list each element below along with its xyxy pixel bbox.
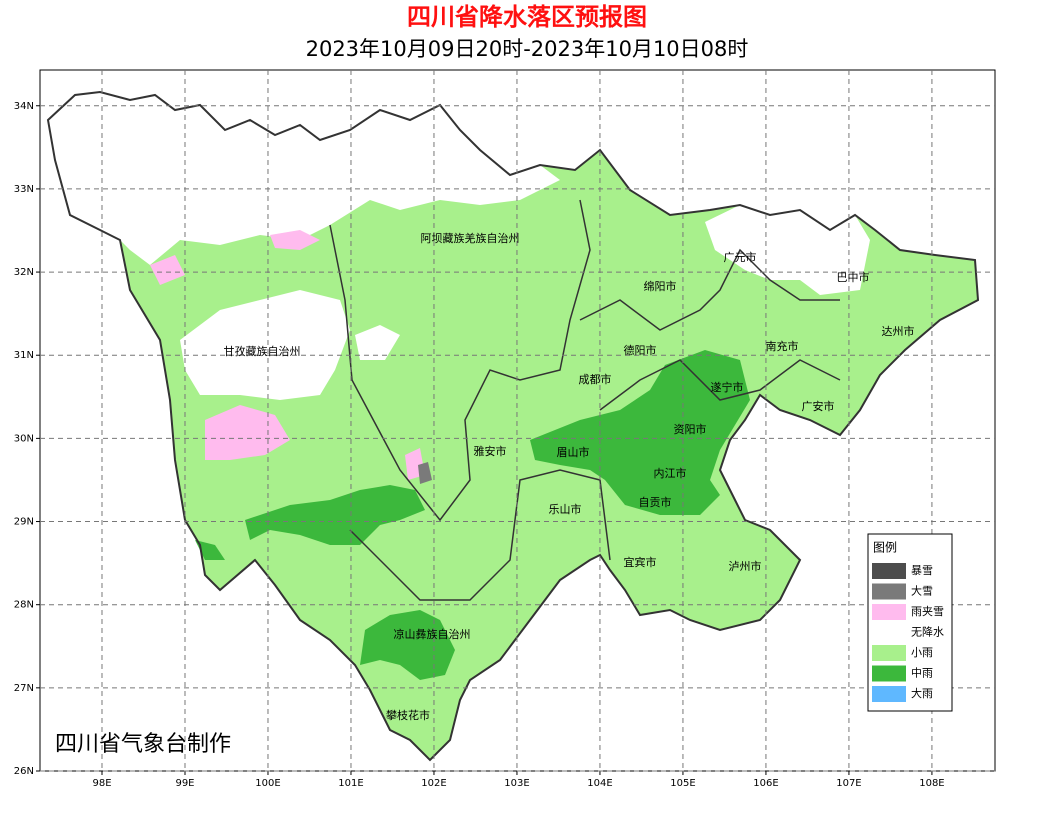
heavy-snow-area <box>418 462 432 484</box>
credit: 四川省气象台制作 <box>55 732 231 757</box>
region-label: 自贡市 <box>639 495 672 509</box>
no-rain-area <box>180 290 350 400</box>
region-label: 德阳市 <box>624 343 657 357</box>
region-label: 甘孜藏族自治州 <box>224 344 301 358</box>
moderate-rain-area <box>530 350 750 515</box>
no-rain-area <box>48 92 560 265</box>
region-label: 资阳市 <box>674 422 707 436</box>
x-tick-label: 102E <box>421 778 446 789</box>
no-rain-area <box>705 205 870 295</box>
legend-swatch <box>872 665 906 682</box>
no-rain-area <box>355 325 400 360</box>
y-tick-label: 28N <box>14 600 34 611</box>
legend-swatch <box>872 686 906 702</box>
moderate-rain-area <box>360 610 455 680</box>
x-tick-label: 98E <box>92 778 111 789</box>
legend-swatch <box>872 563 906 579</box>
region-label: 攀枝花市 <box>386 708 430 722</box>
legend-swatch <box>872 604 906 620</box>
legend-swatch <box>872 583 906 600</box>
region-label: 南充市 <box>766 339 799 353</box>
region-label: 遂宁市 <box>711 380 744 394</box>
y-tick-label: 34N <box>14 101 34 112</box>
x-tick-label: 105E <box>670 778 695 789</box>
region-label: 乐山市 <box>549 502 582 516</box>
region-label: 凉山彝族自治州 <box>394 627 471 641</box>
region-label: 巴中市 <box>837 270 870 284</box>
y-tick-label: 32N <box>14 267 34 278</box>
region-label: 成都市 <box>579 372 612 386</box>
grid <box>36 70 995 775</box>
region-label: 绵阳市 <box>644 279 677 293</box>
legend-label: 中雨 <box>911 667 933 680</box>
y-tick-label: 29N <box>14 517 34 528</box>
region-label: 雅安市 <box>474 444 507 458</box>
sleet-area <box>150 255 185 285</box>
region-label: 宜宾市 <box>624 555 657 569</box>
precip-areas <box>48 92 978 760</box>
subtitle: 2023年10月09日20时-2023年10月10日08时 <box>306 37 749 61</box>
y-tick-label: 26N <box>14 766 34 777</box>
x-tick-label: 108E <box>919 778 944 789</box>
x-tick-label: 100E <box>255 778 280 789</box>
legend-label: 无降水 <box>911 625 944 639</box>
border <box>329 199 591 522</box>
legend-box <box>867 533 953 712</box>
x-tick-label: 103E <box>504 778 529 789</box>
y-tick-label: 31N <box>14 350 34 361</box>
y-tick-label: 30N <box>14 433 34 444</box>
region-label: 广元市 <box>724 250 757 264</box>
region-label: 阿坝藏族羌族自治州 <box>421 231 520 245</box>
x-tick-label: 101E <box>338 778 363 789</box>
region-label: 内江市 <box>654 466 687 480</box>
title: 四川省降水落区预报图 <box>407 3 647 31</box>
region-label: 泸州市 <box>729 559 762 573</box>
x-tick-label: 106E <box>753 778 778 789</box>
region-label: 广安市 <box>802 399 835 413</box>
legend-swatch <box>872 645 906 661</box>
legend-label: 暴雪 <box>911 564 933 577</box>
x-tick-label: 99E <box>175 778 194 789</box>
province-border <box>46 90 980 762</box>
moderate-rain-area <box>245 485 425 545</box>
legend-label: 雨夹雪 <box>911 605 944 618</box>
legend-label: 大雨 <box>911 686 933 700</box>
region-label: 眉山市 <box>557 445 590 459</box>
sleet-area <box>270 230 320 250</box>
y-tick-label: 33N <box>14 184 34 195</box>
region-label: 达州市 <box>882 324 915 338</box>
legend-title: 图例 <box>873 541 897 555</box>
y-tick-label: 27N <box>14 683 34 694</box>
border <box>579 248 840 331</box>
legend-swatch <box>872 624 906 641</box>
border <box>599 359 841 411</box>
x-tick-label: 107E <box>836 778 861 789</box>
border <box>349 469 611 601</box>
legend-label: 小雨 <box>911 646 933 659</box>
x-tick-label: 104E <box>587 778 612 789</box>
prefecture-borders <box>329 199 841 601</box>
sleet-area <box>205 405 290 460</box>
legend-label: 大雪 <box>911 584 933 598</box>
